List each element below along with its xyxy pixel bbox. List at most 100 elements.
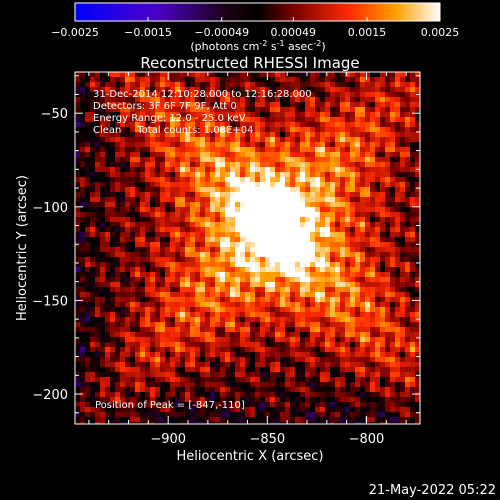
heatmap-cell (200, 207, 205, 212)
heatmap-cell (265, 262, 270, 267)
heatmap-cell (80, 227, 85, 232)
heatmap-cell (80, 397, 85, 402)
heatmap-cell (100, 177, 105, 182)
heatmap-cell (155, 367, 160, 372)
heatmap-cell (210, 237, 215, 242)
heatmap-cell (360, 107, 365, 112)
heatmap-cell (325, 377, 330, 382)
heatmap-cell (325, 342, 330, 347)
heatmap-cell (310, 257, 315, 262)
heatmap-cell (220, 232, 225, 237)
heatmap-cell (215, 212, 220, 217)
heatmap-cell (105, 117, 110, 122)
heatmap-cell (170, 122, 175, 127)
heatmap-cell (95, 407, 100, 412)
heatmap-cell (225, 142, 230, 147)
heatmap-cell (255, 217, 260, 222)
heatmap-cell (405, 357, 410, 362)
heatmap-cell (200, 307, 205, 312)
heatmap-cell (235, 167, 240, 172)
heatmap-cell (300, 422, 305, 424)
heatmap-cell (115, 252, 120, 257)
heatmap-cell (235, 257, 240, 262)
heatmap-cell (155, 392, 160, 397)
heatmap-cell (230, 297, 235, 302)
heatmap-cell (155, 117, 160, 122)
heatmap-cell (305, 192, 310, 197)
heatmap-cell (90, 82, 95, 87)
heatmap-cell (395, 387, 400, 392)
heatmap-cell (415, 262, 420, 267)
heatmap-cell (160, 162, 165, 167)
heatmap-cell (295, 357, 300, 362)
heatmap-cell (395, 347, 400, 352)
heatmap-cell (125, 127, 130, 132)
heatmap-cell (100, 72, 105, 77)
heatmap-cell (85, 332, 90, 337)
heatmap-cell (335, 227, 340, 232)
heatmap-cell (145, 312, 150, 317)
heatmap-cell (135, 222, 140, 227)
heatmap-cell (355, 217, 360, 222)
heatmap-cell (390, 102, 395, 107)
heatmap-cell (290, 347, 295, 352)
heatmap-cell (220, 402, 225, 407)
heatmap-cell (265, 282, 270, 287)
heatmap-cell (280, 87, 285, 92)
heatmap-cell (170, 312, 175, 317)
heatmap-cell (300, 142, 305, 147)
heatmap-cell (310, 82, 315, 87)
heatmap-cell (375, 247, 380, 252)
heatmap-cell (145, 97, 150, 102)
heatmap-cell (295, 167, 300, 172)
heatmap-cell (125, 332, 130, 337)
heatmap-cell (130, 97, 135, 102)
heatmap-cell (205, 352, 210, 357)
heatmap-cell (120, 297, 125, 302)
heatmap-cell (320, 417, 325, 422)
heatmap-cell (200, 267, 205, 272)
heatmap-cell (180, 402, 185, 407)
heatmap-cell (325, 187, 330, 192)
heatmap-cell (185, 392, 190, 397)
heatmap-cell (340, 292, 345, 297)
heatmap-cell (225, 227, 230, 232)
heatmap-cell (290, 97, 295, 102)
heatmap-cell (215, 222, 220, 227)
heatmap-cell (400, 72, 405, 77)
heatmap-cell (345, 312, 350, 317)
heatmap-cell (205, 262, 210, 267)
heatmap-cell (250, 162, 255, 167)
heatmap-cell (345, 267, 350, 272)
heatmap-cell (345, 317, 350, 322)
heatmap-cell (100, 182, 105, 187)
heatmap-cell (130, 182, 135, 187)
heatmap-cell (250, 327, 255, 332)
heatmap-cell (355, 292, 360, 297)
heatmap-cell (415, 352, 420, 357)
heatmap-cell (240, 142, 245, 147)
heatmap-cell (185, 247, 190, 252)
heatmap-cell (255, 302, 260, 307)
heatmap-cell (355, 287, 360, 292)
heatmap-cell (170, 167, 175, 172)
heatmap-cell (350, 192, 355, 197)
heatmap-cell (300, 132, 305, 137)
heatmap-cell (280, 72, 285, 77)
heatmap-cell (160, 102, 165, 107)
heatmap-cell (165, 312, 170, 317)
heatmap-cell (85, 262, 90, 267)
heatmap-cell (135, 332, 140, 337)
heatmap-cell (220, 132, 225, 137)
heatmap-cell (90, 262, 95, 267)
heatmap-cell (280, 377, 285, 382)
heatmap-cell (180, 292, 185, 297)
heatmap-cell (410, 257, 415, 262)
heatmap-cell (380, 77, 385, 82)
heatmap-cell (330, 377, 335, 382)
heatmap-cell (85, 392, 90, 397)
heatmap-cell (220, 252, 225, 257)
heatmap-cell (295, 352, 300, 357)
heatmap-cell (165, 177, 170, 182)
heatmap-cell (190, 237, 195, 242)
